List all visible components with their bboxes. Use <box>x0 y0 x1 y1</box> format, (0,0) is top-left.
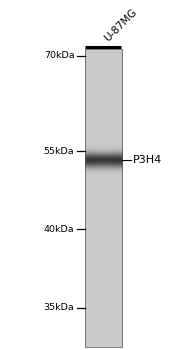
Text: 40kDa: 40kDa <box>44 225 74 234</box>
Text: 55kDa: 55kDa <box>44 147 74 156</box>
Text: U-87MG: U-87MG <box>103 7 139 43</box>
Text: P3H4: P3H4 <box>133 155 162 164</box>
Text: 35kDa: 35kDa <box>44 303 74 312</box>
Text: 70kDa: 70kDa <box>44 51 74 61</box>
